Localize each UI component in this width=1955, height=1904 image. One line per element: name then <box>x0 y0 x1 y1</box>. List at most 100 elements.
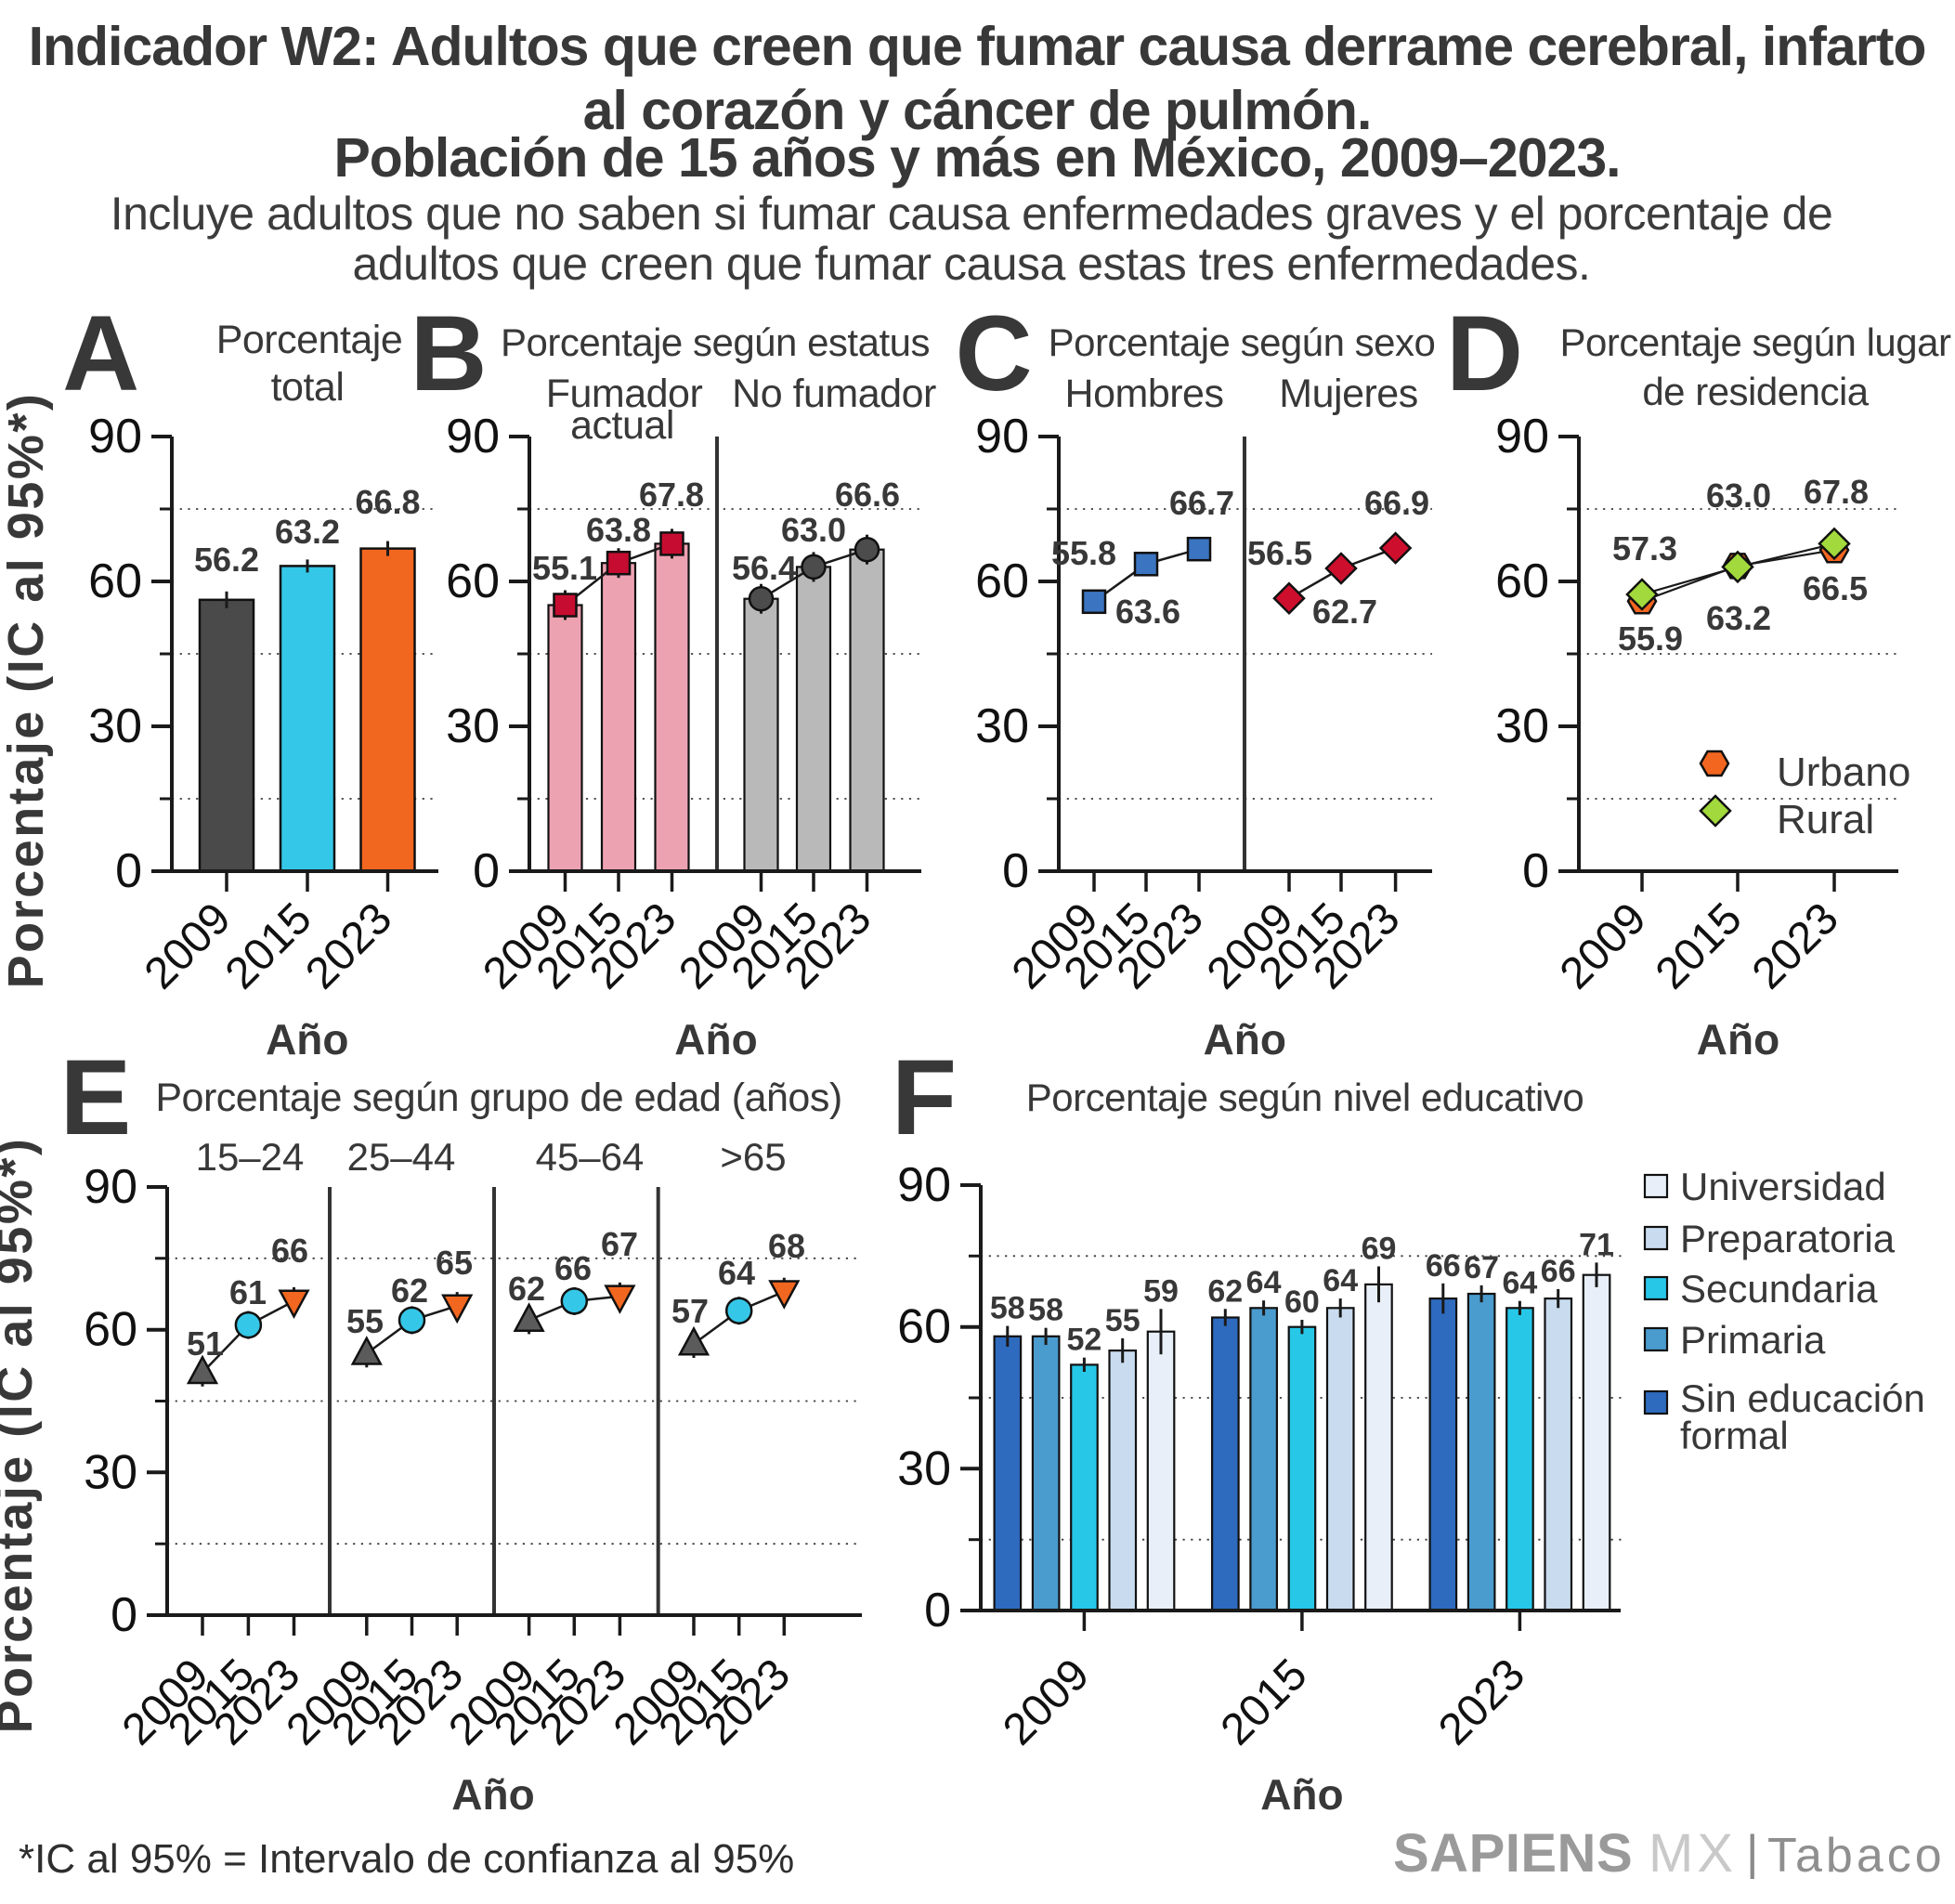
svg-text:Porcentaje (IC al 95%*): Porcentaje (IC al 95%*) <box>0 392 54 989</box>
svg-text:D: D <box>1446 294 1523 413</box>
svg-text:55: 55 <box>1105 1303 1140 1338</box>
svg-text:55.1: 55.1 <box>532 549 597 587</box>
svg-text:67: 67 <box>601 1225 638 1263</box>
svg-text:MX: MX <box>1649 1823 1737 1884</box>
svg-text:Universidad: Universidad <box>1680 1165 1886 1208</box>
svg-text:al corazón y cáncer de pulmón.: al corazón y cáncer de pulmón. <box>583 80 1372 141</box>
svg-text:67: 67 <box>1464 1250 1499 1285</box>
svg-text:66.8: 66.8 <box>355 483 420 521</box>
svg-text:66: 66 <box>554 1249 592 1287</box>
svg-text:62: 62 <box>508 1270 545 1308</box>
svg-text:15–24: 15–24 <box>196 1135 305 1179</box>
svg-text:No fumador: No fumador <box>732 372 936 416</box>
svg-text:|: | <box>1746 1826 1759 1880</box>
svg-text:30: 30 <box>897 1441 951 1495</box>
svg-text:66.9: 66.9 <box>1364 484 1429 522</box>
svg-text:62.7: 62.7 <box>1312 593 1377 631</box>
svg-text:Porcentaje según nivel educati: Porcentaje según nivel educativo <box>1026 1076 1584 1119</box>
svg-text:58: 58 <box>990 1291 1025 1326</box>
svg-text:90: 90 <box>1495 410 1549 463</box>
svg-text:68: 68 <box>768 1227 805 1265</box>
svg-text:63.8: 63.8 <box>586 511 651 549</box>
svg-text:69: 69 <box>1362 1232 1397 1267</box>
svg-text:0: 0 <box>115 844 142 898</box>
svg-text:actual: actual <box>570 403 674 448</box>
svg-text:66.6: 66.6 <box>835 476 900 514</box>
svg-text:62: 62 <box>391 1272 428 1310</box>
svg-text:Población de 15 años y más en: Población de 15 años y más en México, 20… <box>333 127 1620 189</box>
svg-text:60: 60 <box>1284 1285 1320 1320</box>
svg-text:64: 64 <box>718 1254 755 1292</box>
svg-text:Año: Año <box>1697 1015 1779 1063</box>
svg-text:E: E <box>60 1038 132 1157</box>
svg-text:63.0: 63.0 <box>781 511 846 549</box>
svg-text:25–44: 25–44 <box>347 1135 456 1179</box>
svg-text:60: 60 <box>897 1300 951 1354</box>
svg-text:62: 62 <box>1207 1273 1243 1309</box>
svg-text:58: 58 <box>1028 1293 1063 1328</box>
svg-text:Porcentaje según sexo: Porcentaje según sexo <box>1049 320 1436 364</box>
svg-text:Incluye adultos que no saben s: Incluye adultos que no saben si fumar ca… <box>111 188 1833 240</box>
svg-text:64: 64 <box>1246 1265 1282 1300</box>
svg-text:Sin educación: Sin educación <box>1680 1376 1925 1420</box>
svg-text:A: A <box>62 294 139 413</box>
svg-text:C: C <box>955 294 1032 413</box>
svg-text:30: 30 <box>446 699 500 753</box>
svg-text:66: 66 <box>1426 1248 1461 1284</box>
svg-text:0: 0 <box>473 844 500 898</box>
svg-text:45–64: 45–64 <box>536 1135 645 1179</box>
svg-text:Año: Año <box>266 1015 348 1063</box>
svg-text:59: 59 <box>1143 1273 1179 1309</box>
svg-text:Primaria: Primaria <box>1680 1318 1826 1362</box>
svg-text:F: F <box>892 1038 957 1157</box>
svg-text:56.4: 56.4 <box>732 549 797 587</box>
svg-text:60: 60 <box>88 554 142 608</box>
svg-text:30: 30 <box>975 699 1029 753</box>
svg-text:56.2: 56.2 <box>194 541 259 579</box>
svg-text:Año: Año <box>1204 1015 1286 1063</box>
svg-text:Preparatoria: Preparatoria <box>1680 1217 1896 1260</box>
svg-text:63.2: 63.2 <box>1706 599 1771 637</box>
svg-text:Porcentaje: Porcentaje <box>216 318 403 362</box>
svg-text:30: 30 <box>84 1445 137 1499</box>
svg-text:64: 64 <box>1502 1266 1537 1301</box>
svg-text:SAPIENS: SAPIENS <box>1393 1823 1633 1884</box>
svg-text:adultos que creen que fumar ca: adultos que creen que fumar causa estas … <box>353 238 1591 290</box>
svg-text:Porcentaje (IC al 95%*): Porcentaje (IC al 95%*) <box>0 1137 43 1734</box>
svg-text:Porcentaje según estatus: Porcentaje según estatus <box>501 320 930 364</box>
svg-text:63.2: 63.2 <box>275 513 340 551</box>
svg-text:>65: >65 <box>720 1135 786 1179</box>
svg-text:66.5: 66.5 <box>1803 569 1868 607</box>
svg-text:Año: Año <box>1260 1770 1343 1819</box>
svg-text:Año: Año <box>451 1770 534 1819</box>
svg-text:0: 0 <box>924 1584 951 1637</box>
svg-text:57: 57 <box>671 1292 709 1330</box>
svg-text:Mujeres: Mujeres <box>1279 372 1417 416</box>
svg-text:51: 51 <box>187 1324 224 1363</box>
svg-text:0: 0 <box>1002 844 1029 898</box>
svg-text:55.9: 55.9 <box>1618 619 1683 658</box>
svg-text:56.5: 56.5 <box>1247 534 1312 572</box>
svg-text:Rural: Rural <box>1777 797 1874 842</box>
svg-text:formal: formal <box>1680 1414 1789 1457</box>
svg-text:66: 66 <box>1541 1254 1576 1289</box>
svg-text:67.8: 67.8 <box>1804 473 1869 511</box>
svg-text:90: 90 <box>446 410 500 463</box>
svg-text:*IC al 95% = Intervalo de conf: *IC al 95% = Intervalo de confianza al 9… <box>19 1836 794 1882</box>
svg-text:60: 60 <box>975 554 1029 608</box>
svg-text:90: 90 <box>88 410 142 463</box>
svg-text:60: 60 <box>84 1303 137 1357</box>
svg-text:66.7: 66.7 <box>1169 484 1234 522</box>
svg-text:60: 60 <box>446 554 500 608</box>
svg-text:B: B <box>410 294 487 413</box>
svg-text:90: 90 <box>897 1158 951 1212</box>
svg-text:63.6: 63.6 <box>1115 593 1180 631</box>
svg-text:Tabaco: Tabaco <box>1767 1829 1946 1883</box>
svg-text:30: 30 <box>88 699 142 753</box>
svg-text:Urbano: Urbano <box>1777 750 1910 795</box>
svg-text:64: 64 <box>1323 1263 1358 1298</box>
svg-text:total: total <box>271 365 345 410</box>
svg-text:Indicador W2: Adultos que cree: Indicador W2: Adultos que creen que fuma… <box>29 16 1926 77</box>
svg-text:57.3: 57.3 <box>1612 529 1677 567</box>
svg-text:52: 52 <box>1066 1323 1101 1358</box>
